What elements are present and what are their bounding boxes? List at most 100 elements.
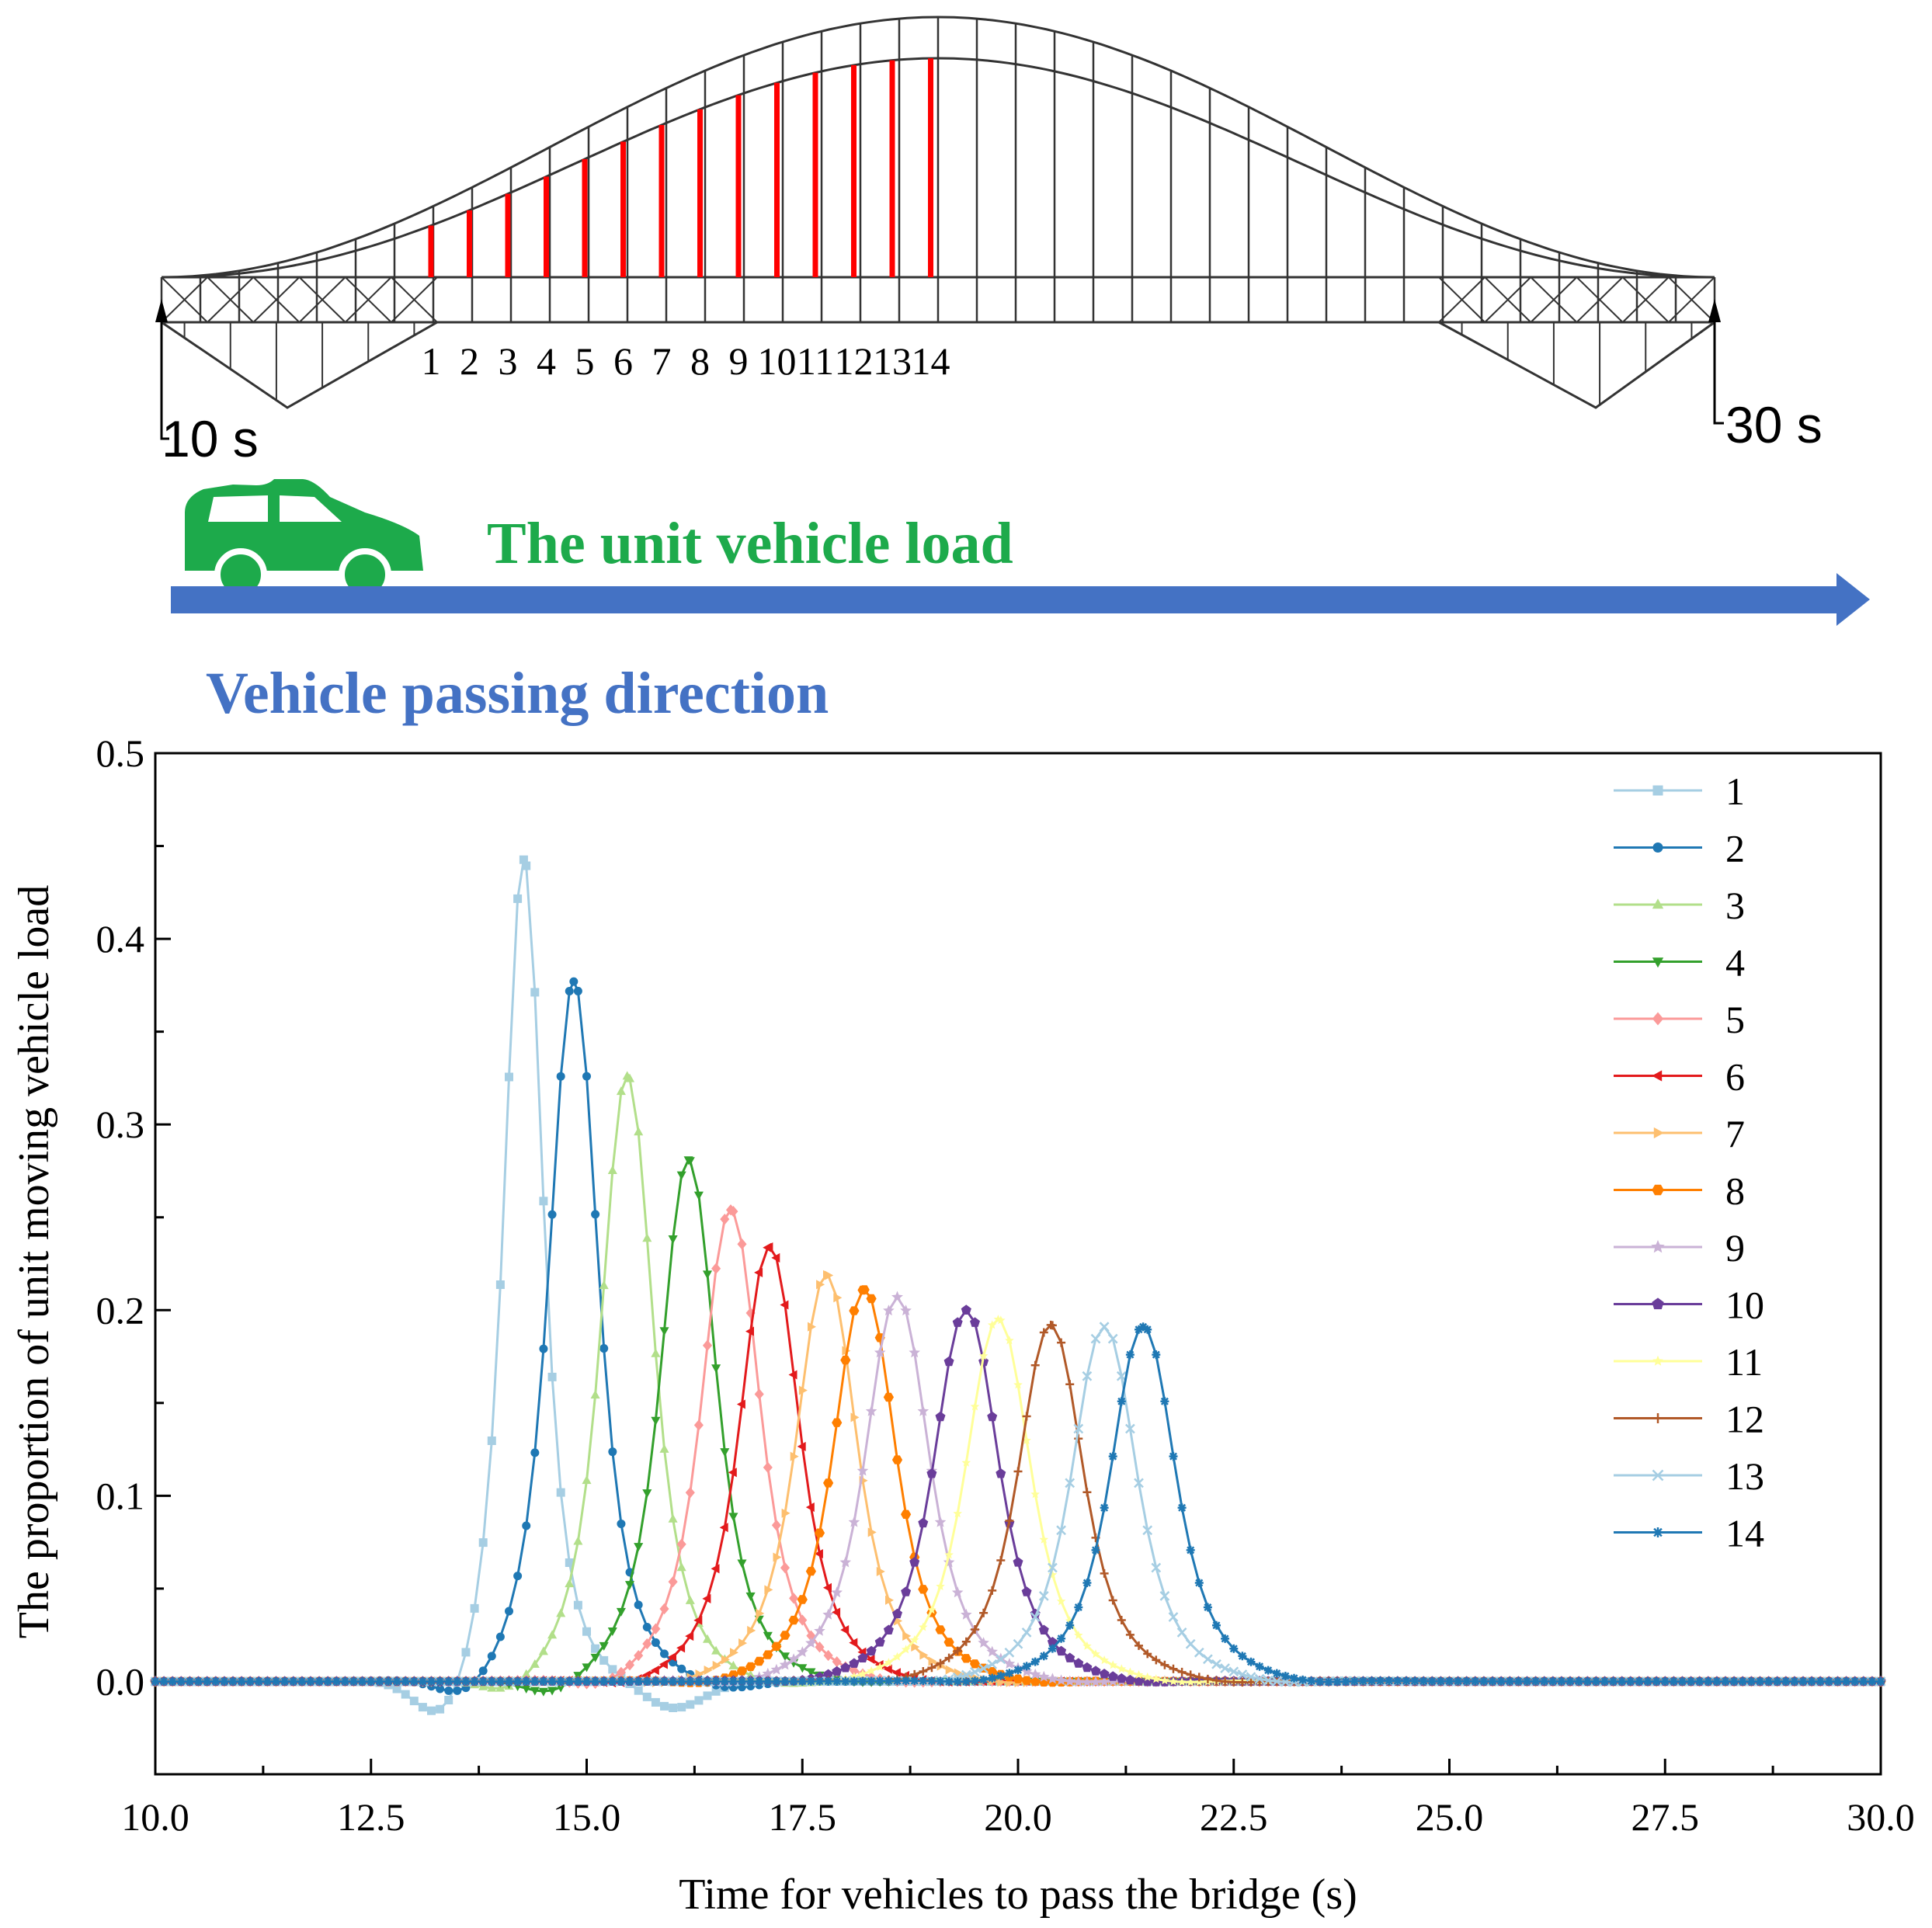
legend-label: 12 [1725,1398,1764,1441]
data-point [1160,1660,1169,1669]
data-point [487,1677,496,1686]
data-point [1107,1333,1118,1344]
data-point [1152,1674,1161,1683]
data-point [945,1665,954,1675]
data-point [487,1436,496,1445]
data-point [745,1662,756,1672]
data-point [642,1677,652,1686]
y-tick-label: 0.1 [96,1474,145,1517]
hanger-label-4: 4 [537,339,556,383]
data-point [478,1677,488,1686]
data-point [763,1676,773,1686]
data-point [1142,1525,1153,1536]
y-tick-label: 0.0 [96,1659,145,1703]
data-point [624,1581,635,1590]
data-point [1013,1674,1023,1683]
data-point [1013,1666,1023,1675]
data-point [797,1664,808,1673]
data-point [928,1656,937,1666]
data-point [919,1650,929,1660]
data-point [660,1701,669,1711]
data-point [1056,1596,1066,1606]
data-point [1246,1677,1256,1687]
data-point [1030,1676,1041,1687]
data-point [961,1654,971,1663]
data-point [1047,1673,1058,1684]
data-point [608,1677,617,1686]
data-point [1194,1647,1204,1658]
data-point [530,1687,540,1696]
data-point [547,1210,557,1219]
data-point [988,1673,997,1683]
data-point [814,1624,825,1636]
data-point [867,1666,876,1675]
data-point [176,1677,186,1686]
data-point [1203,1674,1212,1683]
data-point [745,1592,756,1601]
data-point [591,1677,600,1686]
data-point [720,1448,730,1457]
data-point [1488,1676,1497,1686]
data-point [669,1677,678,1686]
data-point [1687,1677,1696,1686]
data-point [926,1468,937,1478]
data-point [401,1690,410,1699]
data-point [392,1677,401,1686]
y-tick-label: 0.3 [96,1103,145,1146]
data-point [1039,1652,1048,1661]
data-point [616,1666,626,1678]
data-point [745,1326,754,1336]
data-point [367,1677,376,1686]
data-point [1600,1677,1609,1686]
data-point [651,1416,661,1426]
data-point [1038,1624,1049,1634]
data-point [668,1235,678,1244]
data-point [978,1663,989,1674]
data-point [1436,1676,1445,1686]
data-point [1194,1579,1204,1587]
series-12 [151,1320,1885,1687]
data-point [547,1677,557,1686]
data-point [642,1622,652,1631]
data-point [1419,1676,1428,1686]
data-point [676,1562,686,1572]
legend-marker [1652,957,1664,968]
data-point [1824,1677,1833,1686]
data-point [978,1351,989,1360]
data-point [538,1687,548,1697]
data-point [677,1664,686,1673]
hanger-label-14: 14 [912,339,950,383]
legend-item-5: 5 [1614,998,1745,1041]
data-point [694,1677,704,1686]
data-point [1850,1677,1860,1686]
data-point [478,1666,488,1676]
data-point [746,1676,756,1686]
data-point [996,1556,1006,1565]
data-point [866,1645,877,1656]
data-point [892,1652,902,1661]
data-point [936,1659,945,1668]
legend-marker [1652,785,1663,796]
data-point [1039,1534,1049,1544]
data-point [891,1668,901,1678]
data-point [702,1634,713,1643]
data-point [702,1270,713,1280]
data-point [1176,1628,1187,1638]
data-point [833,1293,843,1303]
data-point [867,1527,877,1537]
start-marker [160,322,169,440]
data-point [1056,1525,1066,1536]
data-point [669,1704,678,1712]
data-point [685,1487,695,1499]
data-point [1203,1603,1212,1612]
data-point [763,1650,773,1659]
data-point [721,1655,730,1665]
data-point [547,1630,558,1639]
data-point [1842,1677,1851,1686]
data-point [867,1676,876,1686]
data-point [418,1703,427,1712]
x-tick-label: 17.5 [769,1795,837,1839]
data-point [884,1676,893,1686]
data-point [1082,1579,1092,1587]
data-point [642,1638,652,1650]
